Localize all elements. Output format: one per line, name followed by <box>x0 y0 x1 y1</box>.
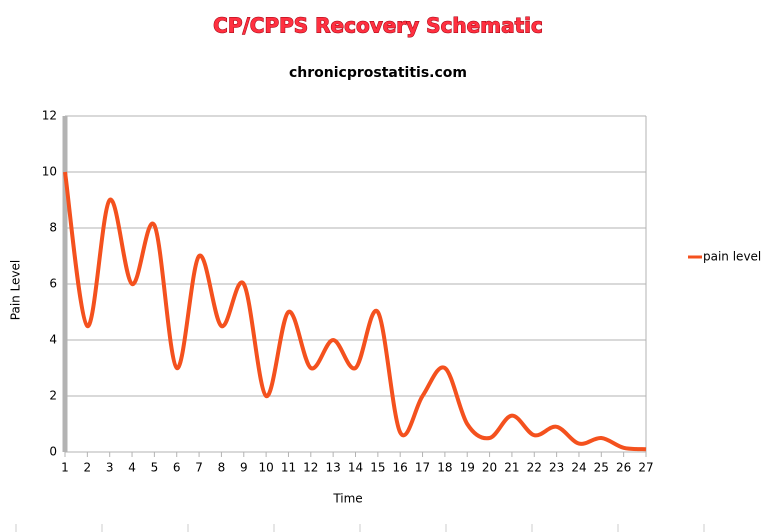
y-tick-label: 12 <box>42 109 57 123</box>
x-tick-label: 24 <box>571 461 586 475</box>
x-tick-label: 21 <box>504 461 519 475</box>
x-tick-label: 17 <box>415 461 430 475</box>
legend-label: pain level <box>703 250 761 264</box>
x-tick-label: 15 <box>370 461 385 475</box>
series-line <box>63 171 647 452</box>
x-tick-label: 27 <box>638 461 653 475</box>
x-tick-label: 25 <box>594 461 609 475</box>
x-tick-label: 26 <box>616 461 631 475</box>
y-tick-label: 0 <box>49 445 57 459</box>
x-tick-label: 19 <box>460 461 475 475</box>
x-tick-label: 14 <box>348 461 363 475</box>
x-tick-label: 13 <box>326 461 341 475</box>
y-tick-label: 6 <box>49 277 57 291</box>
y-tick-label: 2 <box>49 389 57 403</box>
x-tick-label: 23 <box>549 461 564 475</box>
y-tick-label: 10 <box>42 165 57 179</box>
chart-subtitle: chronicprostatitis.com <box>289 65 467 81</box>
x-tick-label: 3 <box>106 461 114 475</box>
x-tick-label: 22 <box>527 461 542 475</box>
y-tick-label: 4 <box>49 333 57 347</box>
x-tick-label: 4 <box>128 461 136 475</box>
x-tick-label: 18 <box>437 461 452 475</box>
x-tick-label: 6 <box>173 461 181 475</box>
bottom-decor <box>15 524 705 532</box>
chart-title: CP/CPPS Recovery Schematic <box>213 14 543 38</box>
x-tick-label: 12 <box>303 461 318 475</box>
x-tick-label: 9 <box>240 461 248 475</box>
x-tick-label: 7 <box>195 461 203 475</box>
x-tick-label: 11 <box>281 461 296 475</box>
x-tick-label: 2 <box>84 461 92 475</box>
x-tick-label: 10 <box>258 461 273 475</box>
x-axis-label: Time <box>332 492 362 506</box>
x-tick-label: 8 <box>218 461 226 475</box>
x-tick-label: 1 <box>61 461 69 475</box>
x-tick-label: 5 <box>151 461 159 475</box>
x-tick-label: 20 <box>482 461 497 475</box>
y-axis-label: Pain Level <box>9 260 23 320</box>
y-tick-label: 8 <box>49 221 57 235</box>
x-tick-label: 16 <box>393 461 408 475</box>
